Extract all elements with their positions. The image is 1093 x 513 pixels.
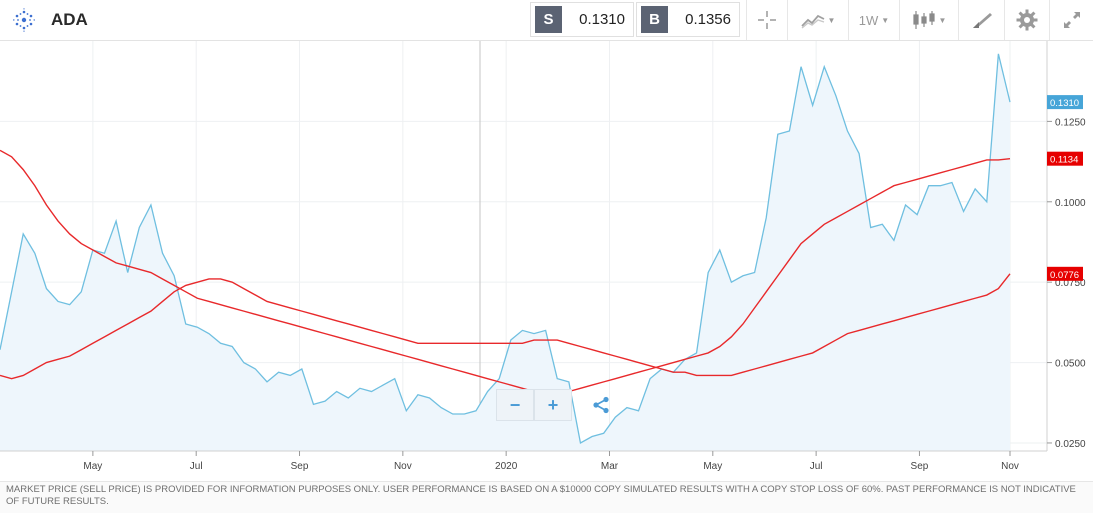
x-tick-label: May (83, 461, 102, 472)
zoom-out-button[interactable]: − (496, 389, 534, 421)
chart-type-button[interactable]: ▼ (787, 0, 848, 40)
cardano-logo-icon (13, 8, 35, 32)
gear-icon (1016, 9, 1038, 31)
sell-label: S (535, 6, 562, 33)
y-tick-label: 0.0250 (1055, 439, 1086, 450)
settings-button[interactable] (1004, 0, 1049, 40)
disclaimer-text: MARKET PRICE (SELL PRICE) IS PROVIDED FO… (0, 481, 1093, 513)
share-button[interactable] (582, 389, 620, 421)
y-tick-label: 0.0500 (1055, 359, 1086, 370)
y-axis-ticks: 0.1250 0.1000 0.0750 0.0500 0.0250 (1047, 117, 1086, 450)
x-tick-label: Nov (1001, 461, 1019, 472)
moving-average-line-1 (0, 149, 1011, 396)
x-tick-label: May (703, 461, 722, 472)
x-tick-label: Nov (394, 461, 412, 472)
y-tick-label: 0.1250 (1055, 117, 1086, 128)
expand-button[interactable] (1049, 0, 1093, 40)
moving-average-1-tag-bg (1047, 151, 1083, 166)
crosshair-icon (758, 11, 776, 29)
timeframe-select[interactable]: 1W ▼ (848, 0, 899, 40)
x-axis-ticks: May Jul Sep Nov 2020 Mar May Jul Sep Nov (83, 451, 1019, 472)
zoom-controls: − + (496, 389, 624, 421)
candlestick-button[interactable]: ▼ (899, 0, 958, 40)
moving-average-line-2 (0, 273, 1011, 380)
buy-price-box[interactable]: B 0.1356 (636, 2, 740, 37)
moving-average-2-tag-bg (1047, 266, 1083, 281)
moving-average-1-tag: 0.1134 (1050, 155, 1078, 166)
instrument-symbol: ADA (51, 10, 88, 29)
candlestick-icon (912, 11, 935, 29)
price-tags: 0.1310 0.1134 0.0776 (1047, 95, 1083, 281)
buy-price: 0.1356 (685, 11, 731, 28)
zoom-in-button[interactable]: + (534, 389, 572, 421)
price-line (0, 53, 1011, 444)
chart-toolbar: ADA S 0.1310 B 0.1356 ▼ 1W ▼ ▼ (0, 0, 1093, 41)
chart-type-icon (800, 14, 824, 29)
x-tick-label: Mar (601, 461, 619, 472)
price-area-fill (0, 53, 1010, 452)
share-icon (593, 396, 609, 414)
expand-icon (1064, 12, 1080, 28)
y-tick-label: 0.1000 (1055, 198, 1086, 209)
x-tick-label: 2020 (495, 461, 518, 472)
sell-price-box[interactable]: S 0.1310 (530, 2, 634, 37)
sell-price: 0.1310 (579, 11, 625, 28)
x-tick-label: Jul (190, 461, 203, 472)
price-chart[interactable]: 0.1250 0.1000 0.0750 0.0500 0.0250 May Jul Sep… (0, 41, 1093, 481)
y-tick-label: 0.0750 (1055, 278, 1086, 289)
drawing-tool-icon (972, 13, 992, 28)
chevron-down-icon: ▼ (881, 15, 890, 25)
current-price-tag: 0.1310 (1050, 98, 1079, 109)
buy-label: B (641, 6, 668, 33)
x-tick-label: Sep (911, 461, 929, 472)
drawing-tool-button[interactable] (958, 0, 1004, 40)
chevron-down-icon: ▼ (938, 15, 947, 25)
crosshair-button[interactable] (746, 0, 787, 40)
current-price-tag-bg (1047, 95, 1083, 110)
x-tick-label: Sep (291, 461, 309, 472)
timeframe-label: 1W (858, 12, 879, 28)
moving-average-2-tag: 0.0776 (1050, 270, 1079, 281)
chevron-down-icon: ▼ (827, 15, 836, 25)
x-tick-label: Jul (810, 461, 823, 472)
